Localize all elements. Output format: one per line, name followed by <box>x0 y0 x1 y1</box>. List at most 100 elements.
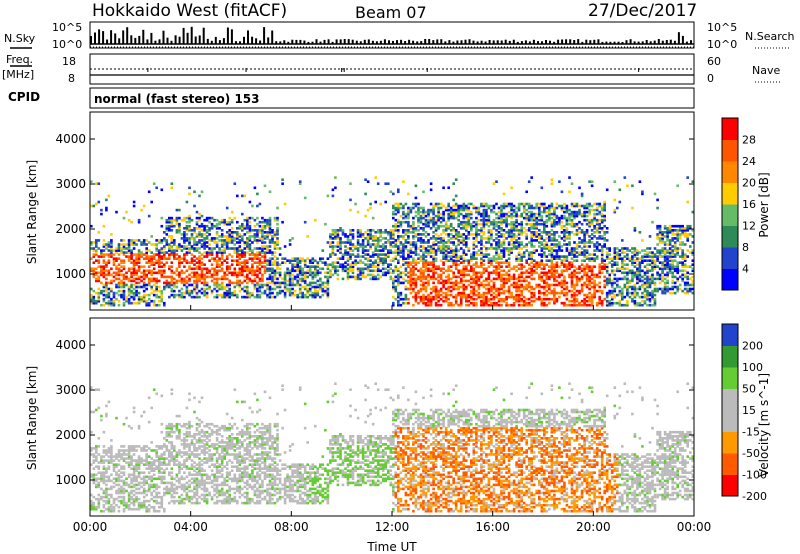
power-cell <box>545 206 549 210</box>
power-cell <box>281 178 284 181</box>
power-cell <box>127 287 131 291</box>
power-cell <box>452 227 455 230</box>
power-cell <box>442 251 445 254</box>
power-cell <box>417 206 420 210</box>
power-cell <box>233 293 237 297</box>
power-cell <box>238 255 242 258</box>
power-cell <box>392 245 395 248</box>
power-cell <box>404 239 408 242</box>
power-cell <box>326 283 330 287</box>
power-cell <box>467 233 471 236</box>
power-cell <box>407 263 410 266</box>
power-cell <box>422 259 425 262</box>
power-cell <box>540 267 544 271</box>
power-cell <box>505 259 508 262</box>
power-cell <box>432 287 435 291</box>
power-cell <box>381 245 385 248</box>
power-cell <box>246 239 249 242</box>
power-cell <box>256 289 259 293</box>
power-cell <box>449 249 453 252</box>
power-cell <box>520 271 523 275</box>
power-cell <box>316 285 320 289</box>
power-cell <box>351 263 355 266</box>
power-cell <box>414 295 418 299</box>
power-cell <box>457 255 460 258</box>
power-cell <box>505 271 508 275</box>
power-cell <box>303 263 307 266</box>
power-cell <box>414 251 418 254</box>
power-cell <box>371 237 375 240</box>
power-cell <box>394 255 398 258</box>
power-cell <box>268 220 272 224</box>
power-cell <box>520 247 523 250</box>
power-cell <box>623 247 627 250</box>
power-cell <box>457 293 460 297</box>
power-cell <box>593 249 596 252</box>
power-cell <box>170 271 174 275</box>
freq-tick-high: 18 <box>62 55 76 68</box>
power-cell <box>117 299 121 303</box>
power-cell <box>570 303 574 307</box>
power-cell <box>261 247 264 250</box>
power-cell <box>414 279 418 283</box>
power-cell <box>462 265 466 268</box>
power-cell <box>175 231 179 234</box>
power-cell <box>573 222 576 226</box>
power-cell <box>210 237 214 240</box>
power-cell <box>452 251 455 254</box>
power-cell <box>291 283 294 287</box>
power-cell <box>485 218 488 222</box>
power-cell <box>593 212 596 216</box>
power-cell <box>210 224 214 228</box>
power-cell <box>462 283 466 287</box>
power-cell <box>384 259 387 262</box>
power-cell <box>147 214 151 218</box>
power-cell <box>465 235 468 238</box>
power-cell <box>157 253 161 256</box>
power-cell <box>419 277 423 281</box>
power-cell <box>444 208 448 212</box>
power-cell <box>560 279 564 283</box>
power-cell <box>185 200 189 204</box>
power-cell <box>331 231 335 234</box>
power-cell <box>462 285 466 289</box>
power-cell <box>477 233 481 236</box>
power-cell <box>268 291 272 295</box>
power-cell <box>306 291 309 295</box>
power-cell <box>495 220 498 224</box>
power-cell <box>449 281 453 285</box>
power-cell <box>253 287 257 291</box>
power-cell <box>387 255 390 258</box>
power-cell <box>95 299 98 303</box>
power-cell <box>228 295 231 299</box>
power-cell <box>268 269 272 273</box>
power-cell <box>125 297 128 301</box>
power-cell <box>487 281 491 285</box>
power-cell <box>90 267 93 271</box>
power-cell <box>230 235 234 238</box>
power-cell <box>198 263 201 266</box>
power-cell <box>419 214 423 218</box>
power-cell <box>585 249 589 252</box>
power-cell <box>379 235 382 238</box>
power-cell <box>384 200 387 204</box>
power-cell <box>147 279 151 283</box>
noise-bar <box>653 40 656 44</box>
power-cell <box>387 241 390 244</box>
power-cell <box>500 269 503 273</box>
noise-bar <box>690 40 692 44</box>
power-cell <box>424 249 428 252</box>
power-cell <box>261 216 264 220</box>
power-cell <box>381 273 385 277</box>
power-cell <box>193 259 196 262</box>
power-cell <box>311 285 315 289</box>
power-cell <box>228 253 231 256</box>
power-cell <box>412 265 415 268</box>
power-cell <box>160 216 164 220</box>
power-cell <box>404 285 408 289</box>
power-cell <box>102 267 106 271</box>
power-cell <box>573 291 576 295</box>
power-cell <box>256 261 259 264</box>
power-cell <box>429 247 433 250</box>
power-cell <box>175 249 179 252</box>
